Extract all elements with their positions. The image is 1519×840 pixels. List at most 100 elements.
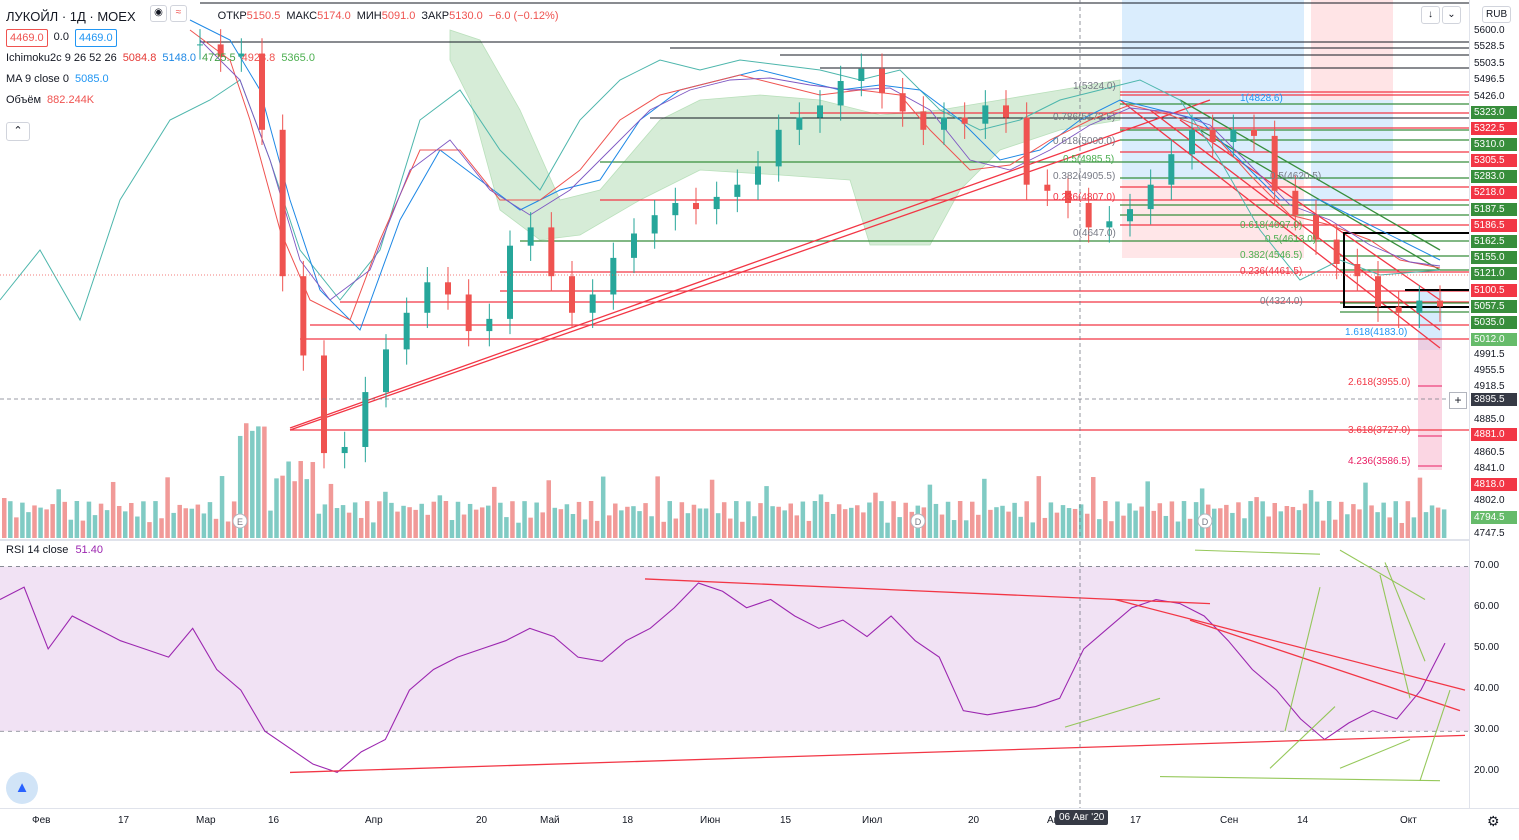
volume-bar bbox=[504, 517, 509, 538]
volume-bar bbox=[1272, 502, 1277, 538]
volume-bar bbox=[213, 518, 219, 538]
volume-bar bbox=[352, 502, 358, 538]
rsi-tick: 40.00 bbox=[1474, 683, 1500, 695]
volume-bar bbox=[1072, 508, 1078, 538]
volume-bar bbox=[1411, 517, 1417, 538]
volume-bar bbox=[1224, 504, 1229, 538]
fib-label: 0.236(4807.0) bbox=[1053, 192, 1116, 203]
volume-bar bbox=[1302, 503, 1308, 538]
time-label: Апр bbox=[365, 815, 383, 826]
price-tag: 5323.0 bbox=[1471, 106, 1517, 119]
volume-bar bbox=[709, 479, 715, 538]
pane-separator[interactable] bbox=[0, 539, 1519, 541]
volume-bar bbox=[879, 501, 884, 538]
volume-bar bbox=[383, 491, 388, 538]
volume-bar bbox=[1187, 518, 1193, 538]
eye-icon[interactable]: ◉ bbox=[150, 5, 167, 22]
volume-bar bbox=[558, 509, 564, 538]
candle-body bbox=[1065, 190, 1071, 203]
ichimoku-value-2: 5148.0 bbox=[162, 52, 196, 64]
volume-bar bbox=[752, 516, 757, 538]
earnings-marker-circle bbox=[910, 513, 926, 529]
projection-box-blue-2 bbox=[1311, 100, 1393, 210]
volume-bar bbox=[564, 504, 570, 538]
price-tag: 4860.5 bbox=[1471, 446, 1517, 459]
candle-body bbox=[879, 68, 885, 94]
volume-bar bbox=[135, 516, 140, 538]
volume-bar bbox=[1405, 501, 1411, 538]
volume-bar bbox=[256, 426, 261, 538]
candle-body bbox=[486, 318, 493, 332]
candle-body bbox=[920, 111, 927, 130]
price-tag: 5012.0 bbox=[1471, 333, 1517, 346]
ichimoku-value-1: 5084.8 bbox=[122, 52, 157, 64]
time-scale[interactable] bbox=[0, 808, 1519, 840]
candle-body bbox=[238, 53, 245, 57]
currency-badge[interactable]: RUB bbox=[1482, 6, 1512, 23]
volume-bar bbox=[570, 514, 576, 538]
gear-icon[interactable]: ⚙ bbox=[1487, 813, 1500, 829]
fib-label: 1(5324.0) bbox=[1073, 81, 1116, 92]
compare-icon[interactable]: ≈ bbox=[170, 5, 187, 22]
volume-bar bbox=[492, 486, 497, 538]
volume-bar bbox=[800, 501, 806, 538]
volume-bar bbox=[849, 507, 854, 538]
fib-label: 0(4324.0) bbox=[1260, 296, 1303, 307]
ma-line bbox=[199, 39, 1441, 301]
candle-body bbox=[1271, 135, 1278, 191]
symbol-title[interactable]: ЛУКОЙЛ · 1Д · MOEX bbox=[6, 9, 136, 24]
tradingview-logo-icon[interactable]: ▲ bbox=[6, 772, 38, 804]
rsi-chart[interactable] bbox=[0, 541, 1469, 808]
candle-body bbox=[817, 105, 823, 118]
volume-bar bbox=[1163, 515, 1169, 538]
volume-bar bbox=[806, 520, 812, 538]
rsi-legend[interactable]: RSI 14 close 51.40 bbox=[6, 544, 103, 556]
volume-bar bbox=[195, 504, 201, 538]
bid-price[interactable]: 4469.0 bbox=[6, 28, 48, 47]
move-down-icon[interactable]: ↓ bbox=[1421, 6, 1440, 24]
add-crosshair-button[interactable]: + bbox=[1449, 392, 1467, 409]
volume-bar bbox=[770, 506, 775, 538]
volume-legend[interactable]: Объём 882.244K bbox=[6, 90, 559, 111]
volume-bar bbox=[613, 503, 618, 538]
candle-body bbox=[465, 294, 472, 332]
volume-bar bbox=[1036, 476, 1042, 538]
volume-bar bbox=[104, 510, 110, 538]
volume-bar bbox=[44, 509, 49, 538]
volume-bar bbox=[1097, 519, 1102, 538]
ohlc-low: МИН5091.0 bbox=[356, 10, 416, 22]
volume-bar bbox=[322, 504, 328, 538]
volume-bar bbox=[1242, 518, 1247, 538]
time-label: 16 bbox=[268, 815, 280, 826]
volume-bar bbox=[534, 502, 539, 538]
volume-bar bbox=[177, 504, 182, 538]
collapse-legend-button[interactable]: ⌃ bbox=[6, 122, 30, 141]
volume-bar bbox=[1375, 512, 1380, 538]
price-tag: 5218.0 bbox=[1471, 186, 1517, 199]
volume-bar bbox=[927, 484, 933, 538]
fib-label: 1(4828.6) bbox=[1240, 93, 1283, 104]
volume-bar bbox=[250, 430, 255, 538]
candle-body bbox=[1189, 129, 1195, 155]
time-label: Июн bbox=[700, 815, 721, 826]
volume-bar bbox=[1441, 509, 1447, 538]
candles bbox=[197, 29, 1443, 469]
volume-bar bbox=[588, 501, 594, 538]
rsi-tick: 60.00 bbox=[1474, 600, 1500, 612]
volume-bar bbox=[401, 505, 406, 538]
price-tag: 4955.5 bbox=[1471, 364, 1517, 377]
candle-body bbox=[569, 276, 575, 313]
chevron-down-icon[interactable]: ⌄ bbox=[1442, 6, 1461, 24]
volume-bar bbox=[1345, 514, 1350, 538]
price-tag: 5305.5 bbox=[1471, 154, 1517, 167]
ask-price[interactable]: 4469.0 bbox=[74, 28, 117, 47]
volume-bars bbox=[2, 423, 1447, 538]
volume-bar bbox=[1308, 490, 1314, 538]
volume-bar bbox=[1012, 502, 1017, 538]
projection-box-red-2 bbox=[1311, 0, 1393, 100]
ma-legend[interactable]: MA 9 close 0 5085.0 bbox=[6, 69, 559, 90]
time-label: Авг bbox=[1047, 815, 1063, 826]
ichimoku-legend[interactable]: Ichimoku2c 9 26 52 26 5084.8 5148.0 4725… bbox=[6, 48, 559, 69]
volume-bar bbox=[1333, 519, 1338, 538]
